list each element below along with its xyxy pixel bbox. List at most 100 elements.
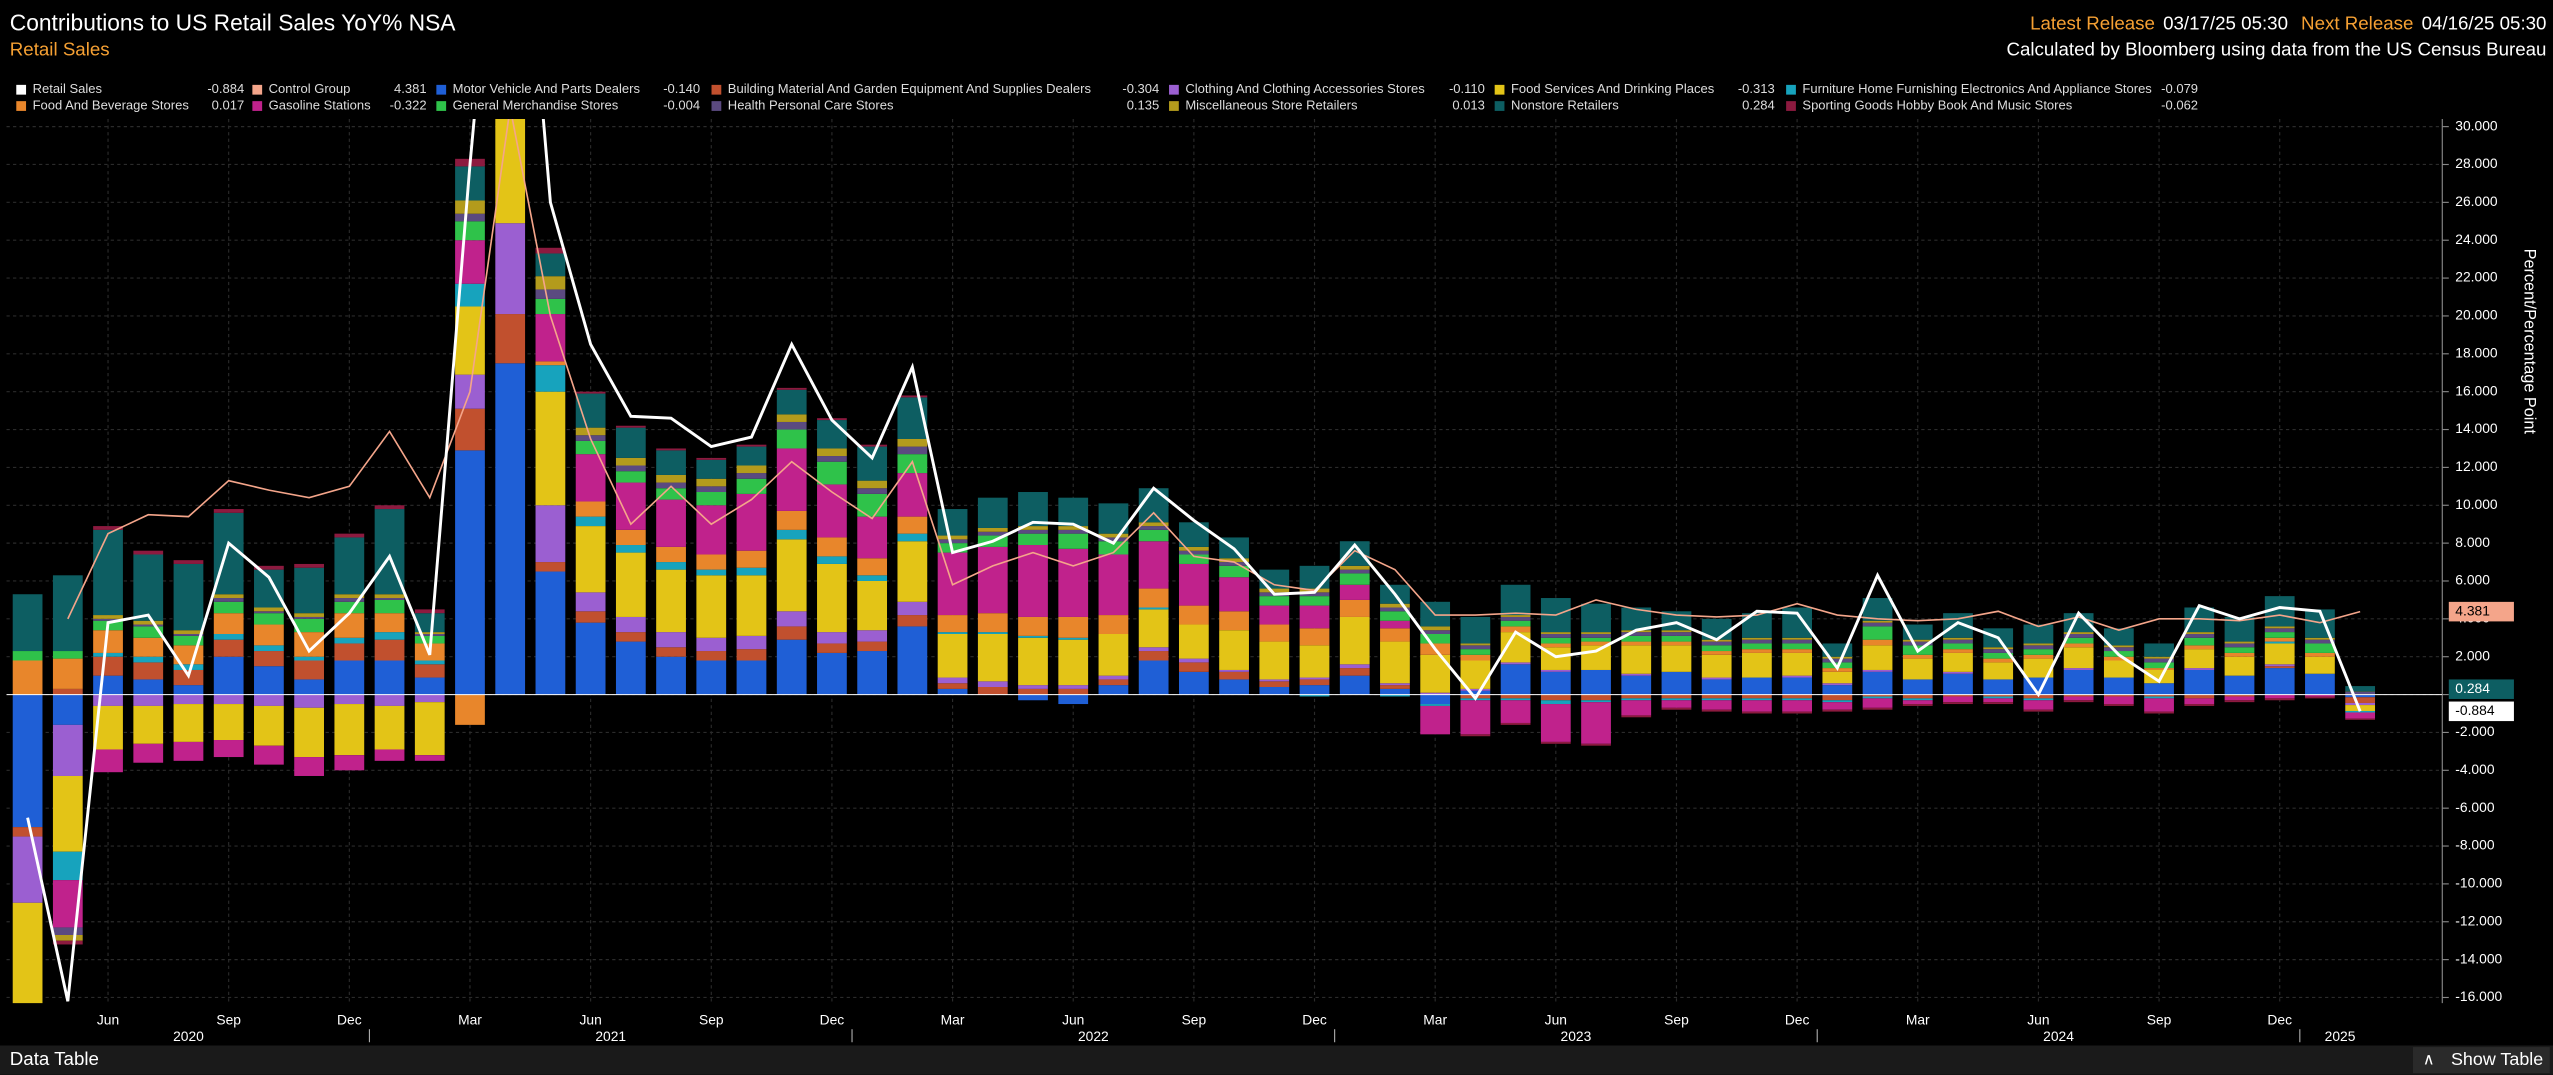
bar-segment: [2063, 669, 2094, 695]
bar-segment: [1782, 694, 1812, 699]
bar-segment: [374, 660, 405, 695]
bar-segment: [1742, 698, 1772, 701]
bar-segment: [575, 526, 606, 593]
bar-segment: [1178, 554, 1209, 564]
bar-segment: [615, 545, 646, 553]
bar-segment: [1339, 664, 1370, 669]
bar-segment: [1661, 698, 1692, 701]
bar-segment: [1661, 700, 1692, 708]
bar-segment: [897, 395, 928, 398]
bar-segment: [1943, 652, 1973, 672]
bar-segment: [937, 535, 968, 540]
bar-segment: [656, 499, 686, 547]
bar-segment: [2184, 698, 2215, 705]
bar-segment: [2305, 639, 2335, 644]
bar-segment: [776, 389, 807, 415]
bar-segment: [696, 492, 727, 506]
bar-segment: [414, 664, 445, 678]
bar-segment: [1943, 702, 1973, 705]
bar-segment: [736, 473, 767, 479]
legend-swatch: [711, 84, 722, 95]
bar-segment: [1460, 690, 1491, 695]
bar-segment: [1822, 683, 1853, 686]
bar-segment: [2345, 697, 2376, 703]
bar-segment: [254, 705, 284, 746]
legend-label: Furniture Home Furnishing Electronics An…: [1802, 81, 2152, 96]
bar-segment: [12, 660, 43, 695]
bar-segment: [1661, 641, 1692, 646]
x-tick-label: Jun: [1062, 1012, 1084, 1028]
legend-value: 0.013: [1452, 97, 1485, 112]
bar-segment: [1299, 628, 1330, 646]
y-tick-label: -4.000: [2455, 761, 2495, 777]
x-tick-label: Jun: [1545, 1012, 1567, 1028]
bar-segment: [414, 633, 445, 636]
legend-swatch: [1169, 101, 1179, 111]
show-table-button[interactable]: [2412, 1047, 2550, 1074]
bar-segment: [1138, 529, 1169, 542]
bar-segment: [173, 741, 204, 761]
bar-segment: [1701, 709, 1732, 712]
bar-segment: [2103, 647, 2134, 652]
show-table-text[interactable]: Show Table: [2451, 1049, 2543, 1069]
bar-segment: [656, 656, 686, 695]
bar-segment: [213, 601, 244, 614]
bar-segment: [2144, 698, 2174, 712]
bar-segment: [1822, 694, 1853, 701]
bar-segment: [2184, 632, 2215, 634]
y-tick-label: 28.000: [2455, 155, 2498, 171]
bar-segment: [535, 571, 566, 695]
bar-segment: [1018, 685, 1048, 689]
bar-segment: [897, 626, 928, 695]
bar-segment: [213, 704, 244, 741]
year-label: 2024: [2043, 1028, 2074, 1044]
footer-bar: [0, 1045, 2553, 1075]
bar-segment: [817, 563, 847, 633]
y-tick-label: -8.000: [2455, 837, 2495, 853]
bar-segment: [414, 702, 445, 756]
bar-segment: [1742, 652, 1772, 678]
bar-segment: [1621, 715, 1652, 718]
bar-segment: [817, 456, 847, 462]
bar-segment: [213, 633, 244, 640]
x-tick-label: Jun: [97, 1012, 119, 1028]
bar-segment: [495, 363, 526, 695]
bar-segment: [1862, 620, 1893, 623]
bar-segment: [2103, 704, 2134, 706]
bar-segment: [1581, 645, 1611, 670]
bar-segment: [1983, 658, 2014, 663]
x-tick-label: Sep: [1664, 1012, 1689, 1028]
bar-segment: [776, 626, 807, 640]
bar-segment: [2345, 694, 2376, 698]
bar-segment: [12, 651, 43, 661]
bar-segment: [2264, 637, 2295, 642]
bar-segment: [1742, 637, 1772, 640]
bar-segment: [1742, 643, 1772, 650]
bar-segment: [213, 740, 244, 758]
bar-segment: [1782, 677, 1812, 695]
bar-segment: [1178, 658, 1209, 663]
legend-swatch: [252, 84, 263, 95]
bar-segment: [2305, 696, 2335, 699]
bar-segment: [1098, 554, 1129, 616]
bar-segment: [93, 652, 123, 657]
bar-segment: [1540, 633, 1571, 638]
bar-segment: [294, 679, 324, 695]
bar-segment: [776, 639, 807, 695]
legend-label: Food And Beverage Stores: [33, 97, 190, 112]
bar-segment: [817, 420, 847, 449]
y-tick-label: 20.000: [2455, 307, 2498, 323]
bar-segment: [1058, 548, 1089, 617]
bar-segment: [1500, 620, 1531, 627]
plot-area: [6, 119, 2443, 1004]
legend-swatch: [1786, 84, 1796, 95]
bar-segment: [1862, 622, 1893, 627]
bar-segment: [1420, 705, 1451, 735]
bar-segment: [1540, 704, 1571, 742]
bar-segment: [1018, 529, 1048, 534]
bar-segment: [2023, 643, 2054, 646]
bar-segment: [897, 533, 928, 542]
release-info: Latest Release 03/17/25 05:30 Next Release…: [2030, 13, 2546, 34]
bar-segment: [213, 598, 244, 602]
bar-segment: [1943, 673, 1973, 695]
